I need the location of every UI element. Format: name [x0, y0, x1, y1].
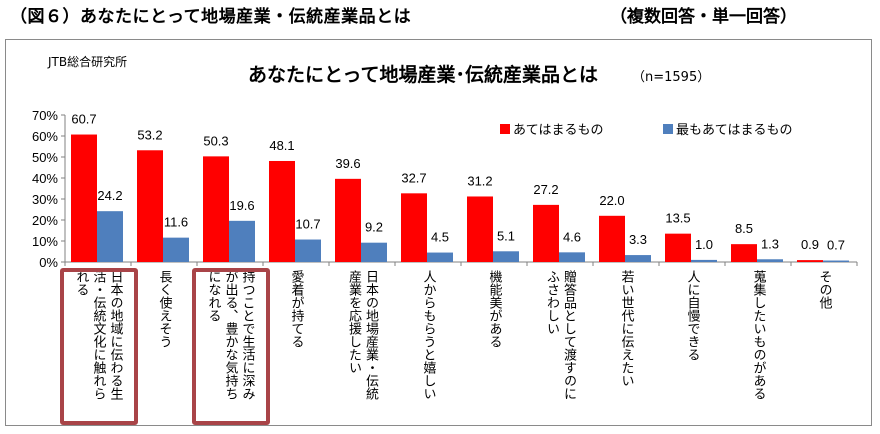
bar-most-applicable: [625, 255, 651, 262]
bar-most-applicable: [361, 242, 387, 262]
category-label: 人からもらうと嬉しい: [420, 270, 436, 400]
y-tick-label: 40%: [32, 171, 58, 186]
category-label: 機能美がある: [486, 270, 502, 348]
data-label: 31.2: [467, 173, 492, 188]
bar-applicable: [269, 160, 295, 262]
y-tick-label: 30%: [32, 192, 58, 207]
bar-applicable: [335, 178, 361, 262]
bar-most-applicable: [427, 252, 453, 262]
bar-applicable: [203, 156, 229, 262]
data-label: 4.5: [431, 230, 449, 245]
category-label: 若い世代に伝えたい: [618, 270, 634, 387]
data-label: 48.1: [269, 138, 294, 153]
bar-applicable: [665, 233, 691, 262]
bar-most-applicable: [559, 252, 585, 262]
legend-item-series1: あてはまるもの: [500, 119, 603, 138]
legend-item-series2: 最もあてはまるもの: [663, 119, 792, 138]
data-label: 11.6: [164, 215, 188, 230]
data-label: 1.3: [761, 236, 779, 251]
data-label: 22.0: [599, 193, 624, 208]
data-label: 50.3: [203, 133, 228, 148]
legend-label: 最もあてはまるもの: [676, 123, 793, 138]
bar-most-applicable: [97, 211, 123, 262]
data-label: 39.6: [335, 156, 360, 171]
y-tick-label: 60%: [32, 129, 58, 144]
category-label: その他: [816, 270, 832, 309]
legend-swatch-red: [500, 123, 510, 134]
bar-applicable: [137, 150, 163, 262]
highlight-box: [192, 268, 270, 425]
data-label: 1.0: [695, 237, 713, 252]
data-label: 27.2: [533, 182, 558, 197]
bar-most-applicable: [163, 237, 189, 262]
category-label: 愛着が持てる: [288, 270, 304, 348]
data-label: 3.3: [629, 232, 647, 247]
data-label: 10.7: [295, 217, 320, 232]
y-tick-label: 10%: [32, 234, 58, 249]
data-label: 53.2: [137, 127, 162, 142]
category-label: 贈答品として渡すのに ふさわしい: [544, 270, 576, 400]
answer-type-note: （複数回答・単一回答）: [610, 7, 797, 27]
chart-frame: [5, 39, 872, 426]
category-label: 日本の地域に伝わる生 活・伝統文化に触れら れる: [73, 270, 123, 400]
bar-most-applicable: [823, 260, 849, 262]
chart-sample-size: （n=1595）: [632, 70, 711, 85]
figure-title: （図６）あなたにとって地場産業・伝統産業品とは: [10, 7, 412, 27]
chart-title: あなたにとって地場産業･伝統産業品とは: [248, 64, 598, 86]
y-tick-label: 70%: [32, 108, 58, 123]
data-label: 24.2: [97, 188, 122, 203]
y-tick-label: 20%: [32, 213, 58, 228]
category-label: 長く使えそう: [156, 270, 172, 348]
bar-applicable: [599, 215, 625, 262]
data-label: 19.6: [229, 198, 254, 213]
data-label: 60.7: [71, 112, 96, 127]
category-label: 人に自慢できる: [684, 270, 700, 361]
data-label: 9.2: [365, 220, 383, 235]
legend-swatch-blue: [663, 123, 673, 134]
bar-most-applicable: [691, 259, 717, 262]
category-label: 蒐集したいものがある: [750, 270, 766, 400]
highlight-box: [60, 268, 138, 425]
y-tick-label: 0%: [39, 255, 58, 270]
bar-applicable: [467, 196, 493, 262]
bar-applicable: [797, 260, 823, 262]
bar-applicable: [731, 244, 757, 262]
bar-applicable: [401, 193, 427, 262]
bar-most-applicable: [295, 239, 321, 262]
data-label: 8.5: [735, 221, 753, 236]
bar-most-applicable: [493, 251, 519, 262]
bar-applicable: [71, 134, 97, 262]
data-label: 5.1: [497, 228, 515, 243]
bar-applicable: [533, 204, 559, 262]
data-label: 0.9: [801, 237, 819, 252]
legend-label: あてはまるもの: [513, 123, 604, 138]
y-tick-label: 50%: [32, 150, 58, 165]
bar-most-applicable: [757, 259, 783, 262]
data-label: 4.6: [563, 229, 581, 244]
data-label: 0.7: [827, 238, 845, 253]
data-label: 13.5: [665, 211, 690, 226]
category-label: 日本の地場産業・伝統 産業を応援したい: [346, 270, 378, 400]
bar-most-applicable: [229, 220, 255, 262]
data-label: 32.7: [401, 170, 426, 185]
category-label: 持つことで生活に深み が出る、豊かな気持ち になれる: [205, 270, 255, 400]
source-label: JTB総合研究所: [48, 55, 128, 69]
